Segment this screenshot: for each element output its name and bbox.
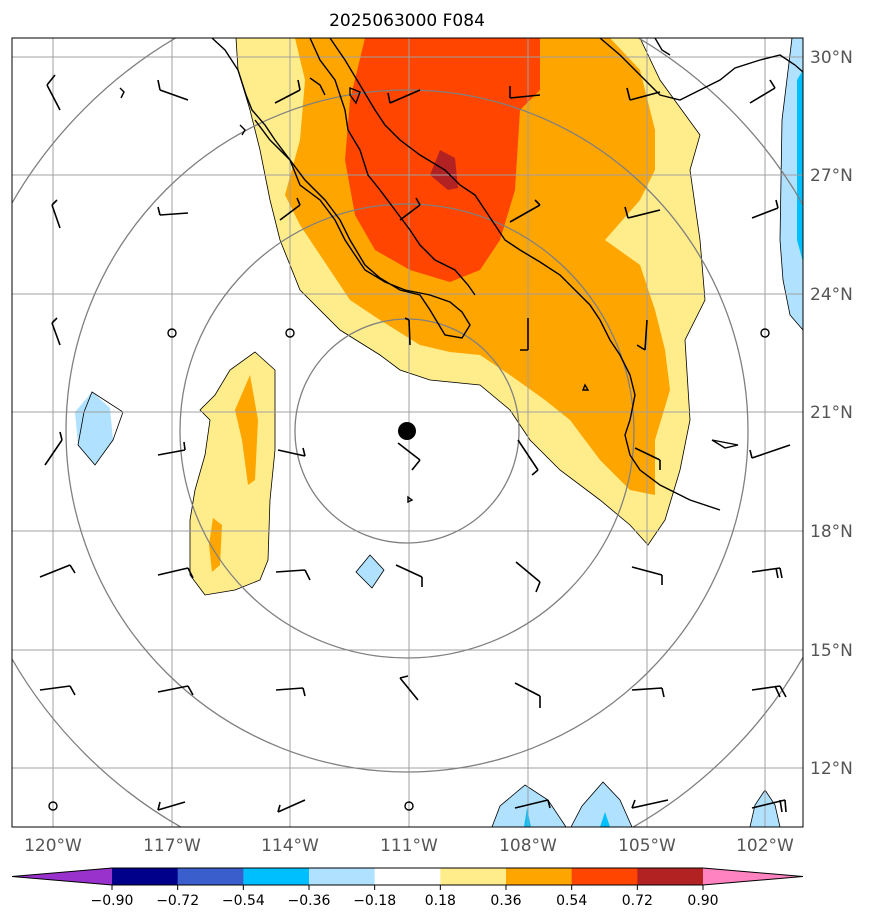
longitude-labels: 120°W 117°W 114°W 111°W 108°W 105°W 102°… (24, 836, 794, 856)
colorbar-segment (112, 868, 179, 885)
colorbar-tick-label: 0.54 (556, 893, 587, 909)
colorbar-tick-label: −0.36 (288, 893, 331, 909)
fill-light-blue-small (356, 555, 384, 588)
colorbar-tick-label: −0.54 (222, 893, 265, 909)
latitude-labels: 30°N 27°N 24°N 21°N 18°N 15°N 12°N (810, 48, 853, 779)
coastlines (119, 38, 803, 511)
colorbar-tick-label: 0.90 (687, 893, 718, 909)
fill-light-blue-s2 (571, 782, 632, 827)
colorbar-tick-label: 0.36 (490, 893, 521, 909)
colorbar-segment (637, 868, 704, 885)
lat-tick-label: 27°N (810, 166, 853, 186)
plot-title: 2025063000 F084 (329, 11, 485, 31)
colorbar-segment (374, 868, 441, 885)
fill-blue-east (797, 70, 803, 262)
lon-tick-label: 108°W (499, 836, 557, 856)
lon-tick-label: 105°W (618, 836, 676, 856)
colorbar-tick-label: −0.72 (156, 893, 199, 909)
colorbar-extend-low (12, 868, 112, 885)
lat-tick-label: 12°N (810, 759, 853, 779)
lon-tick-label: 117°W (143, 836, 201, 856)
fill-orange-west (235, 375, 258, 485)
lon-tick-label: 111°W (380, 836, 438, 856)
map-frame (11, 37, 804, 828)
colorbar-segment (177, 868, 244, 885)
colorbar-segment (243, 868, 310, 885)
lat-tick-label: 15°N (810, 641, 853, 661)
colorbar-tick-label: −0.18 (353, 893, 396, 909)
lat-tick-label: 21°N (810, 403, 853, 423)
calm-wind-markers (48, 328, 770, 811)
contour-lines (77, 38, 803, 827)
fill-light-blue-s1 (492, 785, 566, 827)
graticule (12, 38, 803, 827)
colorbar-segment (506, 868, 573, 885)
map-area (12, 38, 803, 827)
colorbar-tick-label: −0.90 (91, 893, 134, 909)
lat-tick-label: 30°N (810, 48, 853, 68)
lat-tick-label: 18°N (810, 522, 853, 542)
lon-tick-label: 120°W (24, 836, 82, 856)
colorbar-segment (571, 868, 638, 885)
colorbar-segment (309, 868, 376, 885)
lon-tick-label: 102°W (736, 836, 794, 856)
colorbar-tick-label: 0.72 (622, 893, 653, 909)
lon-tick-label: 114°W (261, 836, 319, 856)
colorbar-segment (440, 868, 507, 885)
fill-blue-s2 (600, 812, 610, 827)
lat-tick-label: 24°N (810, 285, 853, 305)
colorbar-extend-high (703, 868, 803, 885)
colorbar: −0.90 −0.72 −0.54 −0.36 −0.18 0.18 0.36 0.54 0.7… (11, 867, 804, 909)
storm-center-marker (398, 422, 416, 440)
colorbar-tick-label: 0.18 (425, 893, 456, 909)
wind-barbs (39, 74, 791, 813)
